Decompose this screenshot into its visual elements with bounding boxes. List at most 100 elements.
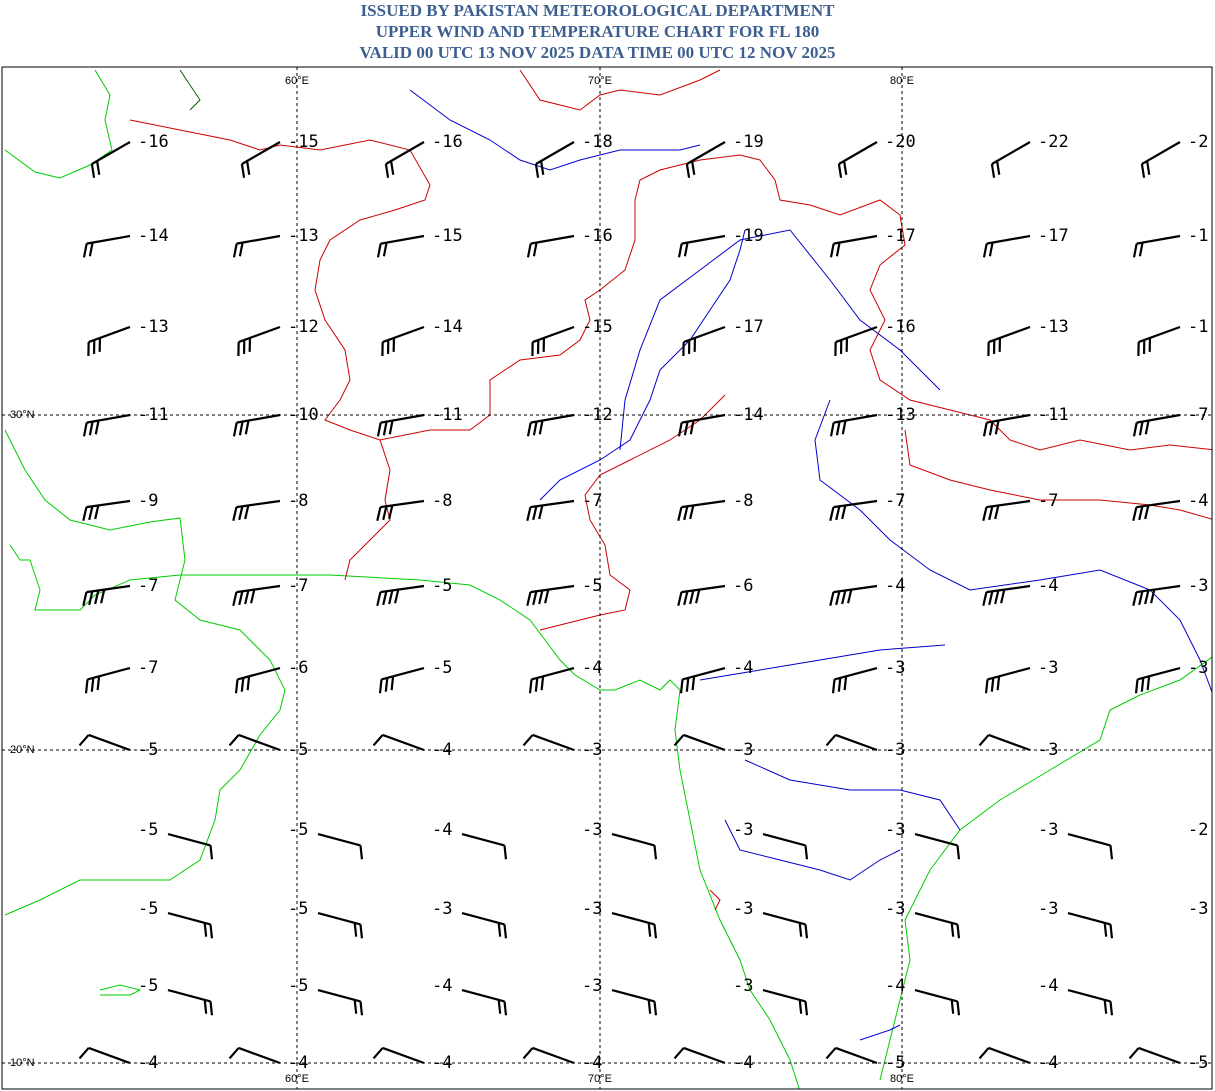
wind-barb	[831, 679, 836, 694]
temperature: -3	[582, 820, 602, 840]
wind-barb	[526, 506, 532, 521]
temperature: -20	[885, 132, 916, 152]
longitude-label: 80°E	[890, 75, 914, 87]
wind-barb	[78, 1047, 90, 1060]
temperature: -5	[1188, 1053, 1208, 1073]
temperature: -3	[1038, 658, 1058, 678]
wind-barb	[1132, 591, 1138, 606]
wind-staff	[986, 584, 1031, 594]
temperature: -3	[1188, 576, 1208, 596]
wind-barb	[673, 734, 685, 747]
wind-staff	[238, 733, 281, 752]
wind-barb	[384, 677, 389, 692]
temperature: -6	[733, 576, 753, 596]
temperature: -4	[288, 1053, 308, 1073]
wind-barb	[804, 1001, 809, 1016]
wind-staff	[683, 325, 726, 344]
wind-barb	[88, 421, 94, 436]
wind-barb	[1150, 589, 1156, 604]
wind-barb	[677, 422, 683, 437]
coastline	[9, 544, 800, 1089]
labels: 60°E 60°E 70°E 70°E 80°E 80°E 30°N 20°N 10°N -16 -…	[10, 75, 1208, 1085]
wind-barb	[988, 242, 994, 257]
wind-staff	[1136, 413, 1181, 424]
wind-barb	[359, 845, 364, 860]
wind-staff	[1136, 499, 1181, 509]
wind-barb	[232, 591, 238, 606]
wind-barb	[1109, 1001, 1114, 1016]
wind-staff	[382, 325, 425, 344]
wind-staff	[1136, 234, 1181, 245]
wind-staff	[380, 413, 425, 424]
wind-barb	[82, 591, 88, 606]
wind-barb	[532, 506, 538, 521]
wind-barb	[988, 591, 994, 606]
wind-barb	[526, 243, 532, 258]
wind-barb	[1128, 1047, 1140, 1060]
temperature: -1	[1188, 226, 1208, 246]
temperature: -7	[885, 491, 905, 511]
wind-staff	[834, 666, 878, 681]
wind-barb	[234, 679, 239, 694]
wind-barb	[238, 506, 244, 521]
wind-barb	[96, 160, 101, 175]
wind-barb	[1138, 506, 1144, 521]
wind-barb	[1144, 590, 1150, 605]
temperature: -7	[138, 658, 158, 678]
wind-barb	[353, 999, 358, 1014]
wind-barb	[829, 243, 835, 258]
river	[619, 229, 941, 451]
wind-staff	[532, 325, 575, 344]
wind-staff	[167, 832, 211, 847]
wind-barb	[376, 422, 382, 437]
wind-staff	[833, 234, 878, 245]
wind-staff	[530, 499, 575, 509]
wind-staff	[986, 234, 1031, 245]
temperature: -4	[733, 658, 753, 678]
wind-barb	[1109, 924, 1114, 939]
temperature: -3	[1038, 820, 1058, 840]
temperature: -14	[733, 405, 764, 425]
temperature: -17	[885, 226, 916, 246]
temperature: -4	[582, 1053, 602, 1073]
wind-barb	[540, 676, 545, 691]
wind-barb	[82, 422, 88, 437]
wind-staff	[1136, 584, 1181, 594]
river	[744, 759, 961, 831]
temperature: -15	[582, 317, 613, 337]
longitude-label: 70°E	[588, 75, 612, 87]
wind-barb	[82, 243, 88, 258]
wind-barb	[528, 679, 533, 694]
wind-staff	[381, 666, 425, 681]
wind-staff	[535, 141, 575, 165]
temperature: -4	[885, 576, 905, 596]
wind-barb	[956, 1001, 961, 1016]
wind-barb	[209, 845, 214, 860]
temperature: -3	[733, 899, 753, 919]
wind-barb	[673, 1047, 685, 1060]
temperature: -16	[582, 226, 613, 246]
temperature: -14	[432, 317, 463, 337]
wind-barb	[1138, 591, 1144, 606]
temperature: -5	[288, 899, 308, 919]
wind-barb	[653, 1001, 658, 1016]
wind-staff	[914, 988, 958, 1003]
wind-staff	[683, 1046, 726, 1065]
wind-staff	[461, 988, 505, 1003]
wind-staff	[1138, 1046, 1181, 1065]
wind-barb	[382, 242, 388, 257]
wind-staff	[988, 733, 1031, 752]
graticule	[2, 67, 1212, 1089]
temperature: -16	[885, 317, 916, 337]
border	[344, 439, 391, 581]
temperature: -14	[138, 226, 169, 246]
wind-barb	[384, 163, 390, 178]
wind-staff	[88, 325, 131, 344]
temperature: -8	[432, 491, 452, 511]
wind-staff	[532, 733, 575, 752]
wind-staff	[88, 1046, 131, 1065]
geography	[4, 69, 1212, 1089]
wind-barb	[653, 845, 658, 860]
wind-barb	[988, 421, 994, 436]
wind-staff	[1067, 911, 1111, 926]
